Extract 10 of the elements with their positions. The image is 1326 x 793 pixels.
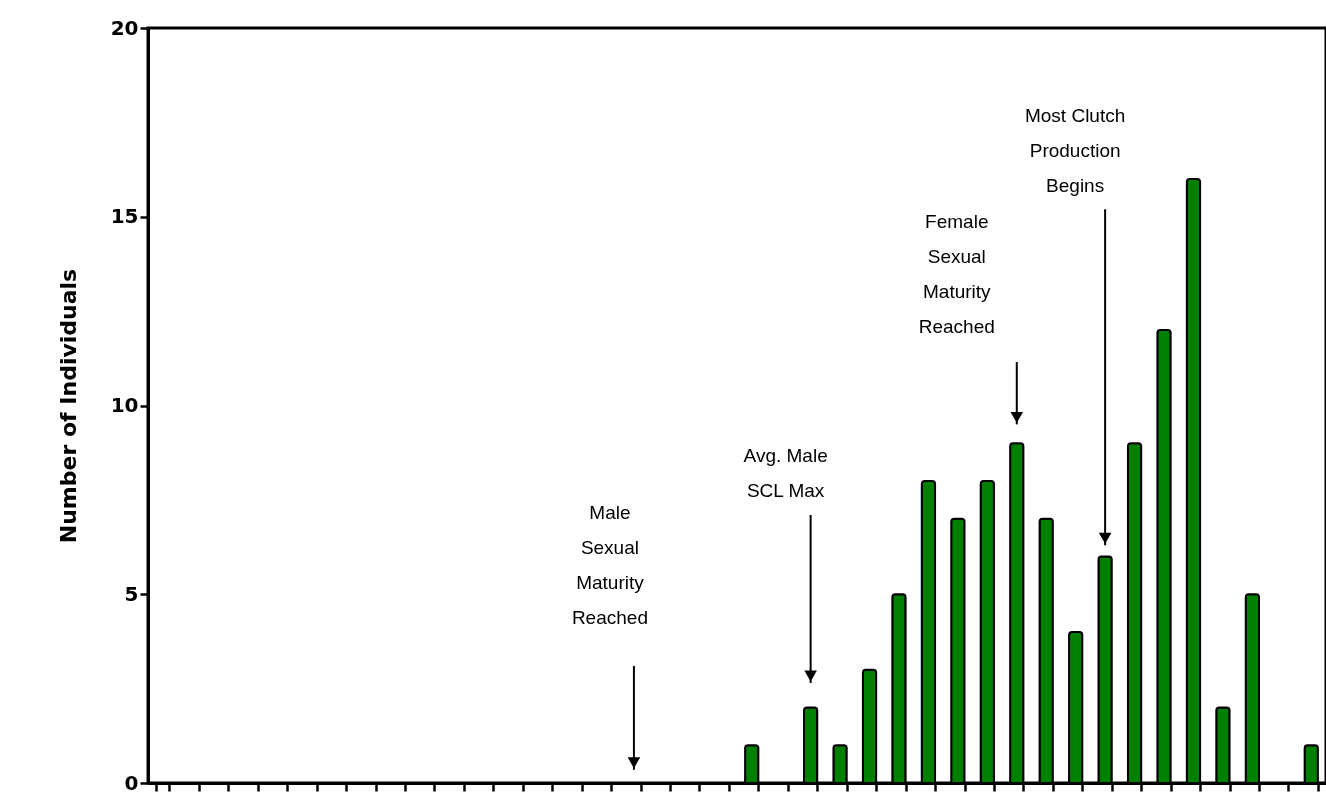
y-tick-label: 0	[124, 770, 139, 793]
y-tick-label: 15	[110, 204, 139, 229]
y-tick-label: 5	[124, 581, 139, 606]
y-axis-title: Number of Individuals	[55, 268, 81, 544]
annotation: Most Clutch Production Begins	[1024, 105, 1126, 197]
y-tick-label: 20	[110, 15, 139, 40]
annotation: Male Sexual Maturity Reached	[571, 501, 648, 628]
y-tick-label: 10	[110, 393, 139, 417]
annotation: Female Sexual Maturity Reached	[918, 210, 995, 337]
annotation: Avg. Male SCL Max	[743, 445, 828, 502]
